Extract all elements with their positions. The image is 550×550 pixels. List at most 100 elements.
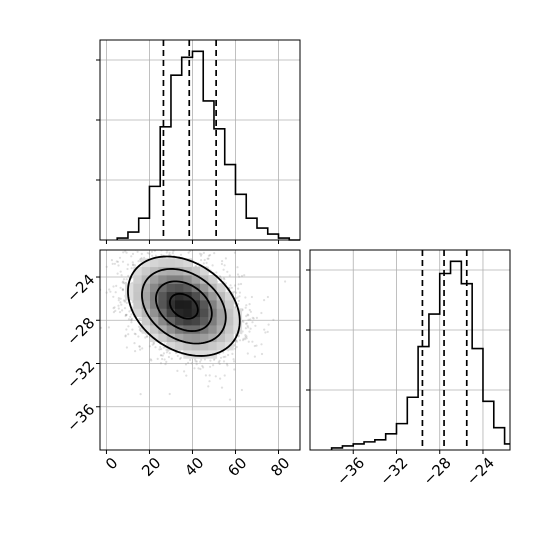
joint-scatter-point xyxy=(222,360,226,363)
joint-scatter-point xyxy=(112,285,115,288)
joint-scatter-point xyxy=(200,358,203,361)
joint-density-cell xyxy=(191,316,201,326)
joint-scatter-point xyxy=(117,264,120,267)
joint-scatter-point xyxy=(237,287,240,290)
joint-scatter-point xyxy=(146,251,149,255)
joint-scatter-point xyxy=(165,360,168,363)
joint-scatter-point xyxy=(229,284,232,287)
joint-scatter-point xyxy=(161,354,164,357)
joint-scatter-point xyxy=(224,257,227,260)
joint-scatter-point xyxy=(125,278,128,281)
joint-scatter-point xyxy=(214,375,217,378)
joint-density-cell xyxy=(200,316,209,326)
joint-density-cell xyxy=(133,300,143,309)
joint-scatter-point xyxy=(125,313,128,316)
joint-scatter-point xyxy=(202,262,205,265)
joint-scatter-point xyxy=(251,340,254,343)
joint-scatter-point xyxy=(232,358,235,361)
joint-density-cell xyxy=(183,325,193,334)
joint-density-cell xyxy=(166,266,176,276)
joint-scatter-point xyxy=(114,291,117,294)
joint-density-cell xyxy=(166,275,176,284)
joint-scatter-point xyxy=(218,362,221,365)
joint-scatter-point xyxy=(246,352,249,355)
joint-scatter-point xyxy=(251,316,254,319)
joint-scatter-point xyxy=(222,355,225,359)
joint-scatter-point xyxy=(203,358,206,361)
joint-scatter-point xyxy=(209,365,212,368)
joint-density-cell xyxy=(141,258,151,268)
joint-scatter-point xyxy=(168,392,171,396)
joint-scatter-point xyxy=(163,358,166,361)
joint-density-cell xyxy=(150,291,159,301)
joint-scatter-point xyxy=(221,260,224,263)
joint-scatter-point xyxy=(253,344,256,348)
joint-scatter-point xyxy=(263,299,266,302)
joint-scatter-point xyxy=(190,362,193,365)
joint-scatter-point xyxy=(248,303,251,306)
joint-density-cell xyxy=(200,275,209,284)
joint-scatter-point xyxy=(167,355,170,359)
joint-scatter-point xyxy=(151,343,154,346)
joint-scatter-point xyxy=(236,266,239,269)
joint-density-cell xyxy=(233,308,243,318)
joint-scatter-point xyxy=(255,316,258,319)
joint-density-cell xyxy=(175,308,184,318)
joint-scatter-point xyxy=(108,288,111,291)
joint-density-cell xyxy=(175,341,184,351)
joint-scatter-point xyxy=(122,299,125,302)
joint-density-cell xyxy=(175,300,184,309)
joint-scatter-point xyxy=(119,286,122,289)
joint-scatter-point xyxy=(137,325,141,328)
joint-scatter-point xyxy=(238,291,241,294)
joint-scatter-point xyxy=(126,263,130,266)
joint-scatter-point xyxy=(266,330,269,333)
joint-scatter-point xyxy=(131,263,135,267)
joint-scatter-point xyxy=(112,311,115,314)
joint-scatter-point xyxy=(242,337,245,340)
joint-scatter-point xyxy=(144,336,147,339)
joint-scatter-point xyxy=(219,356,223,359)
joint-scatter-point xyxy=(139,348,142,351)
joint-density-cell xyxy=(125,283,134,293)
joint-scatter-point xyxy=(165,351,168,354)
joint-density-cell xyxy=(133,275,143,284)
joint-scatter-point xyxy=(116,272,119,275)
joint-density-cell xyxy=(175,283,184,293)
joint-scatter-point xyxy=(122,280,125,283)
joint-density-cell xyxy=(158,325,168,334)
joint-scatter-point xyxy=(109,290,112,293)
joint-scatter-point xyxy=(130,318,133,321)
joint-scatter-point xyxy=(134,333,137,336)
joint-scatter-point xyxy=(139,329,142,332)
joint-scatter-point xyxy=(176,354,179,357)
joint-scatter-point xyxy=(245,337,248,340)
joint-scatter-point xyxy=(244,296,247,299)
joint-density-cell xyxy=(225,300,234,309)
joint-scatter-point xyxy=(240,388,243,392)
joint-scatter-point xyxy=(114,309,117,312)
joint-density-cell xyxy=(175,333,184,343)
joint-scatter-point xyxy=(242,339,245,342)
joint-scatter-point xyxy=(162,346,165,349)
joint-density-cell xyxy=(158,316,168,326)
joint-density-cell xyxy=(225,325,234,334)
joint-scatter-point xyxy=(199,367,202,371)
joint-density-cell xyxy=(225,308,234,318)
histogram-panel-param1 xyxy=(96,39,301,244)
joint-scatter-point xyxy=(185,374,188,377)
joint-scatter-point xyxy=(264,331,267,334)
joint-density-cell xyxy=(158,333,168,343)
joint-scatter-point xyxy=(159,345,162,349)
joint-scatter-point xyxy=(235,345,238,349)
joint-scatter-point xyxy=(200,253,203,256)
joint-scatter-point xyxy=(129,315,132,318)
joint-scatter-point xyxy=(219,377,222,380)
joint-density-cell xyxy=(183,333,193,343)
joint-scatter-point xyxy=(110,259,113,262)
joint-scatter-point xyxy=(244,327,247,330)
joint-scatter-point xyxy=(150,359,153,362)
histogram-param1-frame xyxy=(99,39,301,241)
joint-density-cell xyxy=(175,275,184,284)
joint-density-cell xyxy=(158,283,168,293)
